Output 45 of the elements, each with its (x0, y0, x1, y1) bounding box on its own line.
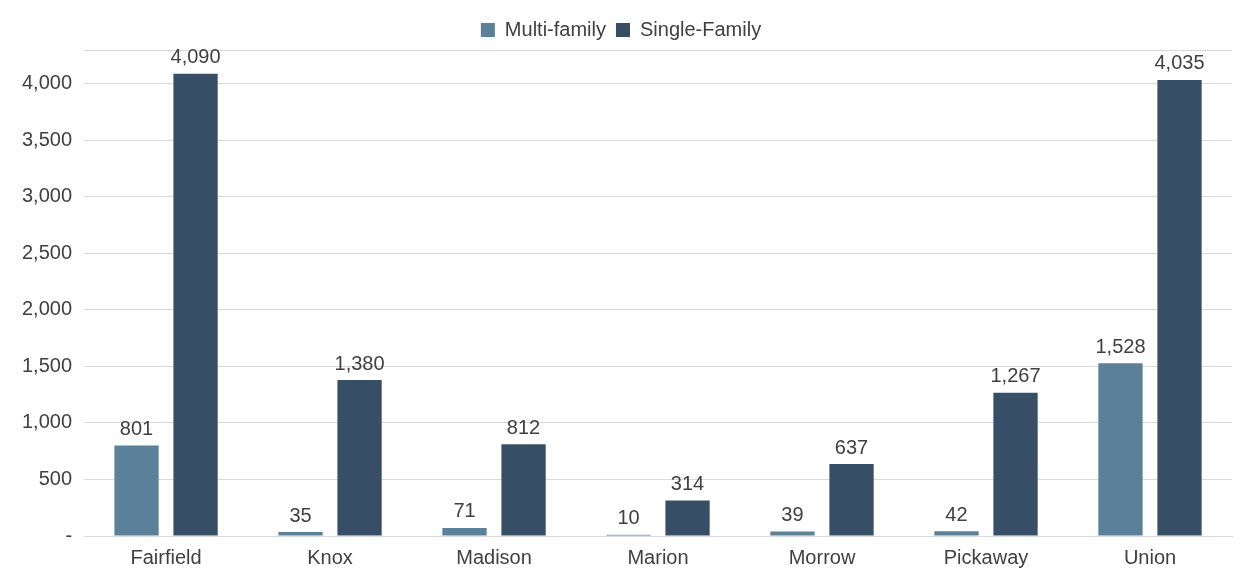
data-label: 637 (834, 435, 869, 458)
y-tick-label: 500 (38, 467, 73, 489)
bar (770, 531, 815, 536)
data-label: 42 (945, 502, 968, 525)
data-label: 812 (506, 415, 541, 438)
data-label: 71 (453, 499, 476, 522)
data-label: 4,090 (170, 45, 221, 68)
y-tick-label: 1,500 (21, 353, 73, 376)
bar (1098, 363, 1143, 536)
bar (829, 464, 874, 536)
bar (278, 532, 323, 536)
x-tick-label: Morrow (788, 545, 856, 568)
y-tick-label: 1,000 (21, 410, 73, 433)
bar (665, 500, 710, 536)
bar (993, 392, 1038, 536)
data-label: 1,267 (990, 364, 1041, 387)
x-tick-label: Fairfield (130, 545, 202, 568)
data-label: 35 (289, 503, 312, 526)
y-tick-label: 3,500 (21, 127, 73, 150)
bar (1157, 79, 1202, 536)
data-label: 10 (617, 506, 640, 529)
bar (337, 380, 382, 536)
data-label: 1,380 (334, 351, 385, 374)
data-label: 314 (670, 472, 705, 495)
y-tick-label: 2,000 (21, 297, 73, 320)
x-tick-label: Marion (627, 545, 689, 568)
bar (442, 527, 487, 536)
y-tick-label: 2,500 (21, 240, 73, 263)
bar (934, 531, 979, 536)
x-tick-label: Pickaway (943, 545, 1029, 568)
bar (501, 444, 546, 536)
data-label: 1,528 (1095, 334, 1146, 357)
y-tick-label: 4,000 (21, 71, 73, 94)
data-label: 39 (781, 503, 804, 526)
legend-label: Single-Family (639, 17, 762, 40)
x-tick-label: Knox (307, 545, 353, 568)
bar (173, 73, 218, 536)
data-label: 4,035 (1154, 51, 1205, 74)
y-tick-label: 3,000 (21, 184, 73, 207)
legend-label: Multi-family (504, 17, 606, 40)
x-tick-label: Madison (456, 545, 532, 568)
y-tick-label: - (65, 523, 73, 546)
x-tick-label: Union (1123, 545, 1177, 568)
data-label: 801 (119, 416, 154, 439)
bar (114, 445, 159, 536)
